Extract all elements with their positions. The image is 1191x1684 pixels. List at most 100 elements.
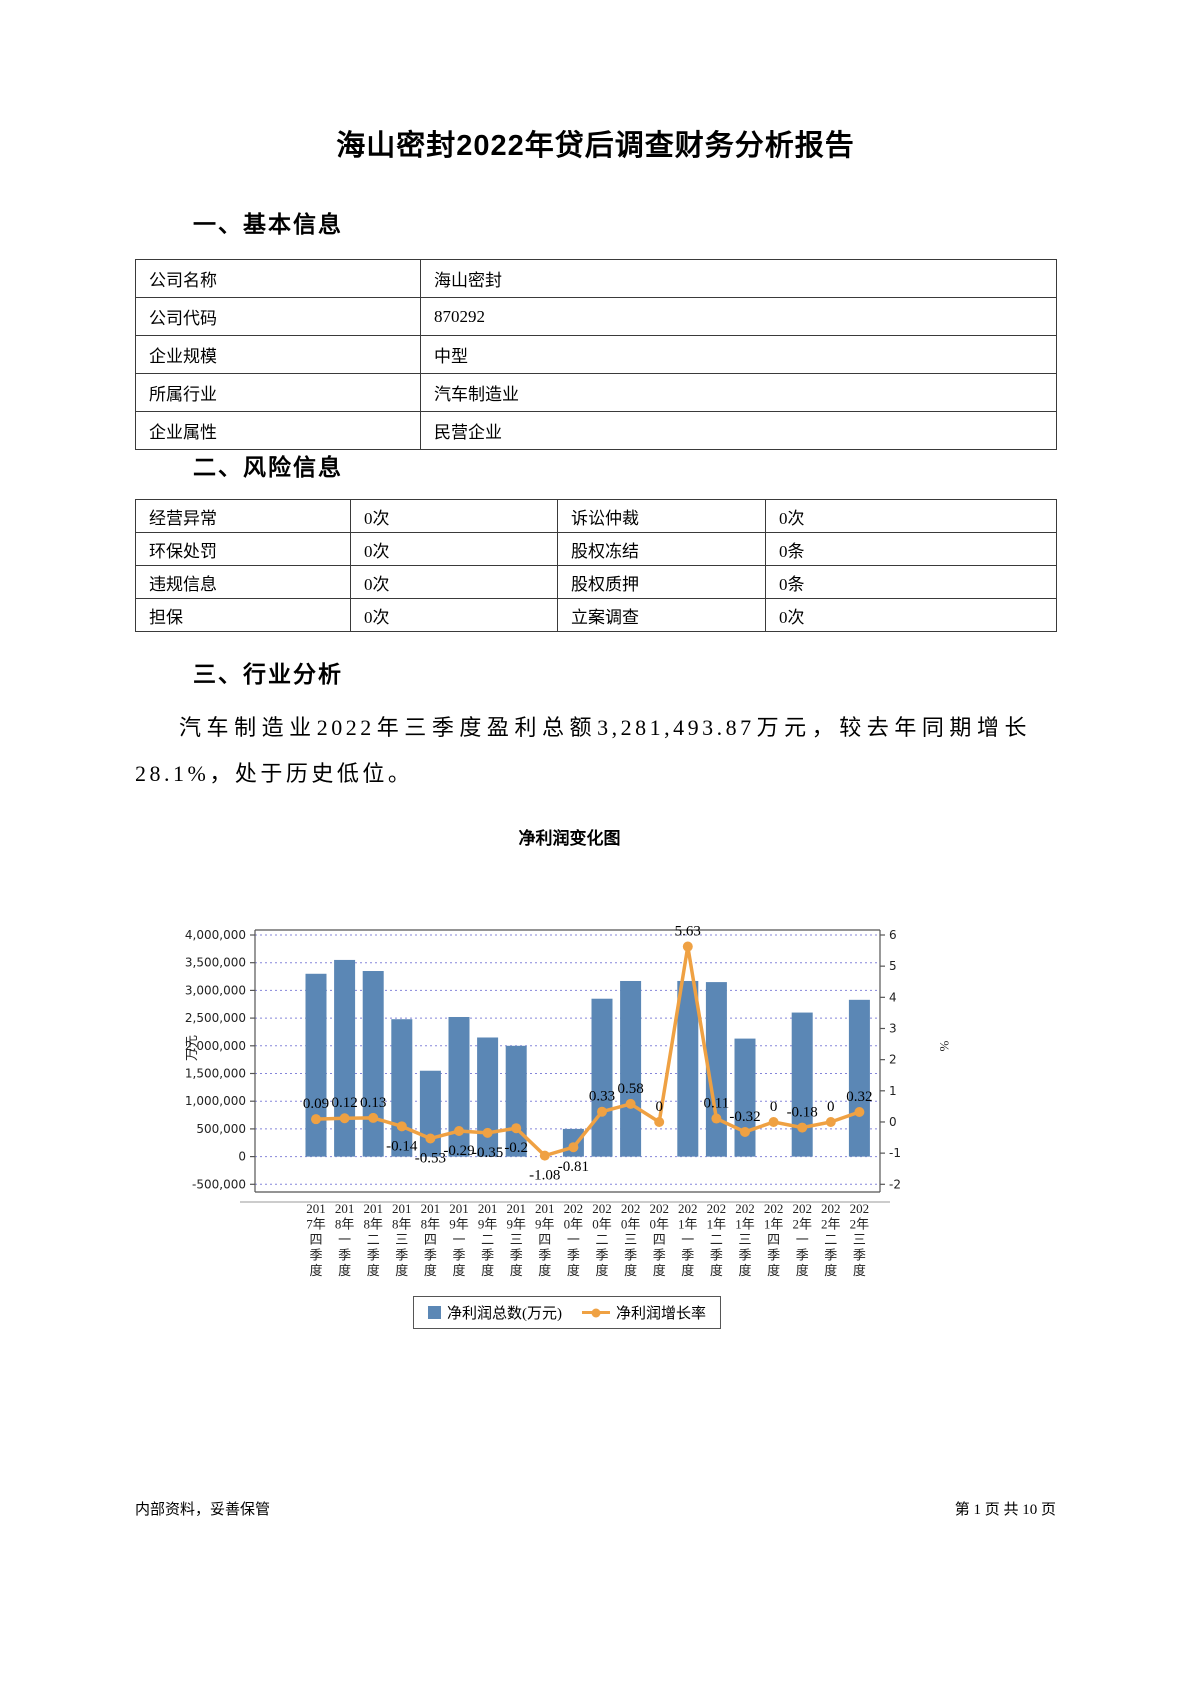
- chart-title: 净利润变化图: [518, 829, 621, 848]
- table-cell: 0次: [350, 499, 558, 533]
- svg-text:0.13: 0.13: [360, 1095, 386, 1111]
- table-cell: 中型: [420, 335, 1057, 374]
- line-marker-icon: [591, 1308, 601, 1317]
- line-series-swatch-icon: [581, 1308, 610, 1317]
- table-cell: 汽车制造业: [420, 373, 1057, 412]
- table-cell: 股权冻结: [557, 532, 766, 566]
- svg-text:2,000,000: 2,000,000: [185, 1039, 246, 1053]
- basic-info-table: 公司名称 海山密封 公司代码 870292 企业规模 中型 所属行业 汽车制造业 企业属性 民营企…: [135, 259, 1057, 450]
- svg-text:-1.08: -1.08: [529, 1168, 560, 1184]
- bar-series-swatch-icon: [427, 1306, 441, 1319]
- table-cell: 民营企业: [420, 411, 1057, 450]
- svg-text:5: 5: [889, 959, 897, 973]
- section-heading-risk-info: 二、风险信息: [193, 454, 343, 480]
- section-heading-industry-analysis: 三、行业分析: [193, 661, 343, 687]
- svg-text:0.12: 0.12: [331, 1095, 357, 1111]
- svg-text:0: 0: [655, 1099, 663, 1115]
- table-cell: 0次: [765, 598, 1057, 632]
- svg-text:4,000,000: 4,000,000: [185, 928, 246, 942]
- svg-text:-2: -2: [889, 1177, 901, 1191]
- table-row: 所属行业 汽车制造业: [135, 373, 1057, 412]
- svg-text:-500,000: -500,000: [192, 1177, 246, 1191]
- legend-item-line: 净利润增长率: [581, 1302, 706, 1323]
- table-cell: 担保: [135, 598, 351, 632]
- table-cell: 所属行业: [135, 373, 421, 412]
- table-row: 环保处罚 0次 股权冻结 0条: [135, 532, 1057, 566]
- legend-label-bar: 净利润总数(万元): [446, 1306, 562, 1322]
- table-cell: 0次: [765, 499, 1057, 533]
- table-cell: 立案调查: [557, 598, 766, 632]
- svg-text:0.33: 0.33: [589, 1089, 615, 1105]
- footer-page-number: 第 1 页 共 10 页: [954, 1502, 1056, 1518]
- table-row: 企业属性 民营企业: [135, 411, 1057, 450]
- legend-item-bar: 净利润总数(万元): [427, 1302, 562, 1323]
- svg-text:5.63: 5.63: [675, 924, 701, 940]
- section-heading-basic-info: 一、基本信息: [193, 211, 343, 237]
- svg-text:0: 0: [770, 1099, 778, 1115]
- table-cell: 公司名称: [135, 259, 421, 298]
- svg-text:2,500,000: 2,500,000: [185, 1011, 246, 1025]
- table-cell: 0次: [350, 532, 558, 566]
- risk-info-table: 经营异常 0次 诉讼仲裁 0次 环保处罚 0次 股权冻结 0条 违规信息 0次 股权质押 0条 担保 0次…: [135, 499, 1057, 632]
- svg-text:2: 2: [889, 1053, 897, 1067]
- svg-text:1: 1: [889, 1084, 897, 1098]
- table-row: 经营异常 0次 诉讼仲裁 0次: [135, 499, 1057, 533]
- table-cell: 0条: [765, 565, 1057, 599]
- svg-text:3,500,000: 3,500,000: [185, 956, 246, 970]
- table-cell: 870292: [420, 297, 1057, 336]
- svg-text:0: 0: [889, 1115, 897, 1129]
- industry-analysis-paragraph: 汽车制造业2022年三季度盈利总额3,281,493.87万元，较去年同期增长2…: [135, 715, 1030, 786]
- svg-text:6: 6: [889, 928, 897, 942]
- table-cell: 0次: [350, 598, 558, 632]
- svg-text:0.11: 0.11: [704, 1096, 730, 1112]
- svg-text:4: 4: [889, 990, 897, 1004]
- svg-text:-0.2: -0.2: [504, 1140, 528, 1156]
- table-cell: 0次: [350, 565, 558, 599]
- table-cell: 诉讼仲裁: [557, 499, 766, 533]
- svg-text:3: 3: [889, 1021, 897, 1035]
- table-cell: 0条: [765, 532, 1057, 566]
- svg-text:2022年三季度: 202 2年三季度: [850, 1201, 870, 1278]
- svg-text:-0.18: -0.18: [787, 1105, 818, 1121]
- table-row: 担保 0次 立案调查 0次: [135, 598, 1057, 632]
- table-row: 公司名称 海山密封: [135, 259, 1057, 298]
- svg-text:0.09: 0.09: [303, 1096, 329, 1112]
- svg-text:1,000,000: 1,000,000: [185, 1094, 246, 1108]
- table-cell: 股权质押: [557, 565, 766, 599]
- svg-text:-0.14: -0.14: [386, 1138, 418, 1154]
- table-row: 违规信息 0次 股权质押 0条: [135, 565, 1057, 599]
- svg-text:-0.53: -0.53: [415, 1150, 446, 1166]
- table-cell: 违规信息: [135, 565, 351, 599]
- svg-text:0: 0: [827, 1099, 835, 1115]
- svg-text:0.58: 0.58: [617, 1081, 643, 1097]
- footer-confidential-note: 内部资料，妥善保管: [135, 1502, 271, 1518]
- report-title: 海山密封2022年贷后调查财务分析报告: [336, 130, 855, 162]
- table-row: 企业规模 中型: [135, 335, 1057, 374]
- table-cell: 企业规模: [135, 335, 421, 374]
- table-row: 公司代码 870292: [135, 297, 1057, 336]
- svg-text:万元: 万元: [184, 1035, 199, 1061]
- table-cell: 海山密封: [420, 259, 1057, 298]
- svg-text:3,000,000: 3,000,000: [185, 983, 246, 997]
- net-profit-chart: 4,000,000 3,500,000 3,000,000 2,500,000 2,00…: [184, 924, 952, 1278]
